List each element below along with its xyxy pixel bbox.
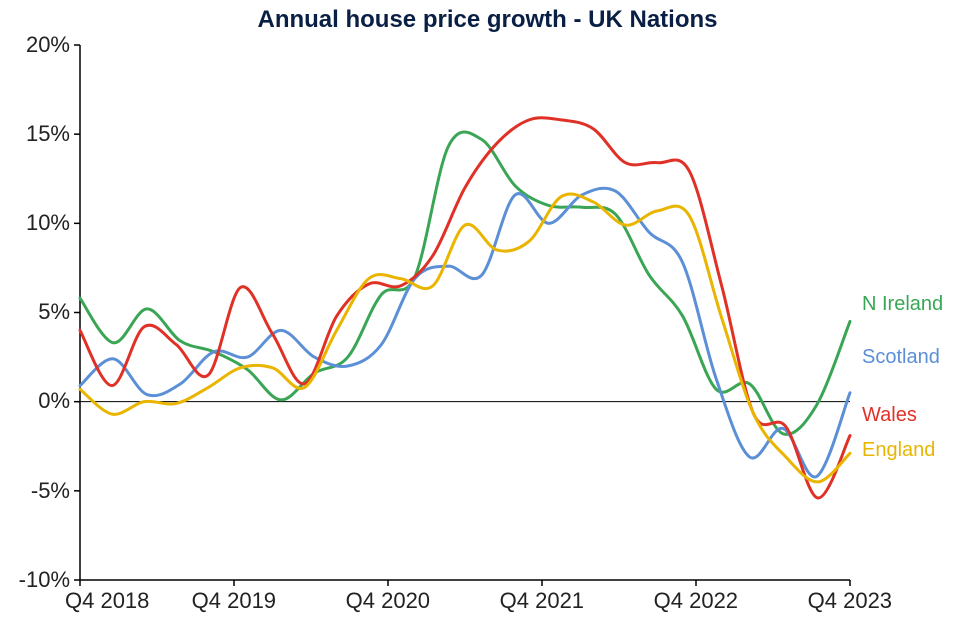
x-tick-label: Q4 2018 (65, 588, 149, 614)
house-price-chart: Annual house price growth - UK Nations -… (0, 0, 975, 635)
y-tick-label: -10% (19, 567, 70, 593)
series-n-ireland (80, 132, 850, 434)
x-tick-label: Q4 2019 (192, 588, 276, 614)
chart-canvas (0, 0, 975, 635)
y-tick-label: 20% (26, 32, 70, 58)
series-wales (80, 118, 850, 498)
y-tick-label: 15% (26, 121, 70, 147)
y-tick-label: 0% (38, 388, 70, 414)
x-tick-label: Q4 2022 (654, 588, 738, 614)
y-tick-label: 5% (38, 299, 70, 325)
y-tick-label: -5% (31, 478, 70, 504)
series-label-wales: Wales (862, 404, 917, 427)
x-tick-label: Q4 2020 (346, 588, 430, 614)
y-tick-label: 10% (26, 210, 70, 236)
series-label-scotland: Scotland (862, 346, 940, 369)
series-scotland (80, 188, 850, 477)
series-label-n-ireland: N Ireland (862, 293, 943, 316)
x-tick-label: Q4 2021 (500, 588, 584, 614)
x-tick-label: Q4 2023 (808, 588, 892, 614)
series-label-england: England (862, 439, 935, 462)
